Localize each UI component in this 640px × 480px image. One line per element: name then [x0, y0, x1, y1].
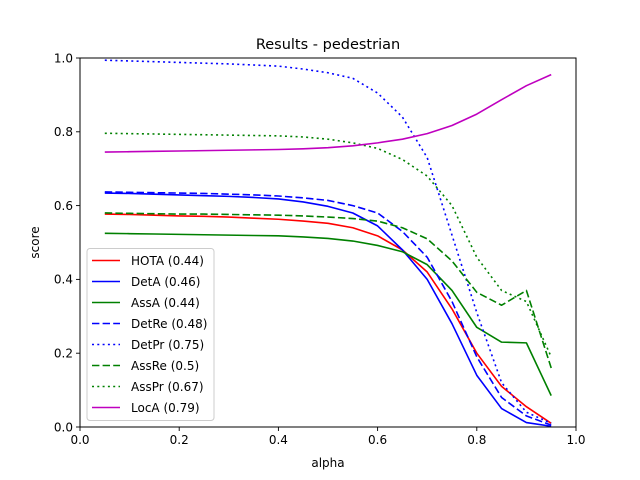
series-line-hota — [104, 213, 552, 424]
series-line-detre — [104, 191, 552, 426]
y-tick-label: 0.0 — [54, 420, 73, 434]
series-line-detpr — [104, 59, 552, 425]
series-line-assa — [104, 232, 552, 396]
x-tick-label: 1.0 — [566, 433, 585, 447]
axes-frame — [79, 57, 577, 428]
x-axis: 0.0 0.2 0.4 0.6 0.8 1.0 — [70, 427, 586, 447]
series-line-assre — [104, 212, 552, 369]
series-line-loca — [104, 73, 552, 153]
series-line-asspr — [104, 132, 552, 358]
plot-area — [104, 59, 552, 428]
x-tick-label: 0.6 — [368, 433, 387, 447]
x-tick-label: 0.2 — [170, 433, 189, 447]
x-tick-label: 0.8 — [467, 433, 486, 447]
legend-label-detre: DetRe (0.48) — [131, 317, 207, 331]
legend-label-asspr: AssPr (0.67) — [131, 380, 204, 394]
y-tick-label: 1.0 — [54, 51, 73, 65]
legend: HOTA (0.44) DetA (0.46) AssA (0.44) DetRe (… — [86, 248, 215, 421]
legend-label-deta: DetA (0.46) — [131, 275, 200, 289]
legend-label-detpr: DetPr (0.75) — [131, 338, 204, 352]
chart-title: Results - pedestrian — [256, 37, 400, 53]
y-axis: 0.0 0.2 0.4 0.6 0.8 1.0 — [54, 51, 80, 434]
y-tick-label: 0.4 — [54, 273, 73, 287]
legend-label-assre: AssRe (0.5) — [131, 359, 199, 373]
x-tick-label: 0.0 — [70, 433, 89, 447]
legend-label-hota: HOTA (0.44) — [131, 254, 204, 268]
legend-box — [86, 248, 215, 421]
y-tick-label: 0.6 — [54, 199, 73, 213]
y-axis-label: score — [28, 226, 42, 258]
x-tick-label: 0.4 — [269, 433, 288, 447]
series-line-deta — [104, 192, 552, 428]
x-axis-label: alpha — [311, 456, 344, 470]
legend-label-assa: AssA (0.44) — [131, 296, 200, 310]
y-tick-label: 0.8 — [54, 125, 73, 139]
y-tick-label: 0.2 — [54, 347, 73, 361]
legend-label-loca: LocA (0.79) — [131, 401, 200, 415]
